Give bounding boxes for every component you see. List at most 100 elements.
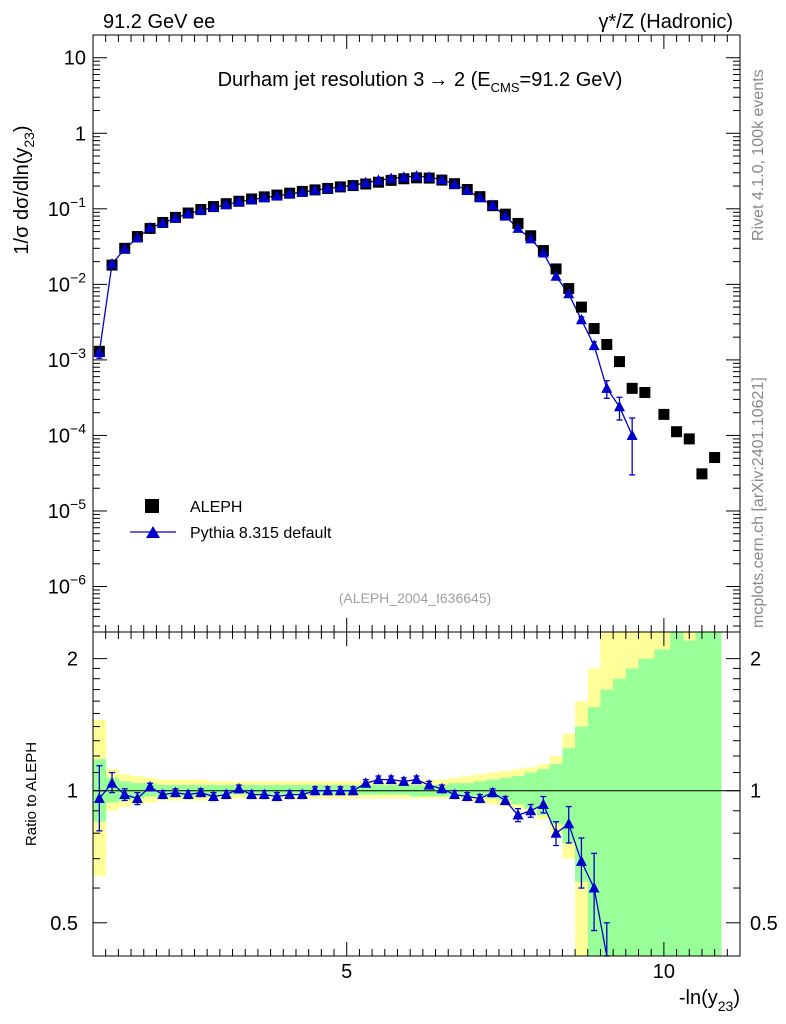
- ratio-y-tick-label-left: 2: [67, 649, 78, 671]
- ratio-band-inner: [670, 632, 684, 956]
- pythia-point: [423, 171, 435, 182]
- pythia-point: [334, 180, 346, 192]
- ratio-band-inner: [562, 748, 576, 843]
- aleph-point: [709, 452, 721, 464]
- pythia-point: [601, 382, 613, 393]
- main-y-axis-label: 1/σ dσ/dln(y23): [11, 125, 37, 254]
- aleph-point: [550, 263, 562, 275]
- ratio-y-tick-labels: 2 2 1 1 0.5 0.5: [50, 649, 778, 935]
- pythia-point: [93, 346, 105, 358]
- ratio-band-inner: [270, 785, 284, 795]
- ratio-pythia-point: [436, 782, 448, 794]
- ratio-x-axis-label: -ln(y23): [679, 987, 740, 1014]
- ratio-band-inner: [625, 668, 640, 956]
- ratio-x-tick-labels: 5 10: [341, 961, 675, 983]
- aleph-point: [601, 338, 613, 350]
- pythia-point: [182, 207, 194, 219]
- ratio-pythia-point: [411, 773, 422, 785]
- main-axis-ticks: [93, 34, 740, 632]
- main-y-tick-label: 10−6: [48, 572, 86, 599]
- ratio-y-tick-label-left: 0.5: [50, 913, 78, 935]
- ratio-band-inner: [549, 764, 563, 824]
- pythia-point: [322, 182, 334, 193]
- pythia-point: [461, 184, 473, 195]
- ratio-y-tick-label-right: 1: [750, 781, 761, 803]
- pythia-point: [296, 186, 308, 197]
- ratio-x-tick-label: 10: [653, 961, 675, 983]
- ratio-band-inner: [682, 640, 697, 956]
- legend-aleph-marker: [145, 499, 159, 513]
- pythia-point: [309, 184, 321, 195]
- ratio-data-marks: [93, 765, 610, 957]
- ratio-pythia-point: [347, 784, 359, 796]
- ratio-pythia-point: [512, 809, 524, 820]
- ratio-pythia-point: [563, 817, 575, 829]
- main-y-tick-label: 10−2: [48, 269, 86, 296]
- aleph-point: [588, 323, 600, 335]
- main-y-tick-labels: 10 1 10−1 10−2 10−3 10−4 10−5 10−6: [48, 48, 86, 599]
- ratio-pythia-point: [360, 777, 372, 788]
- ratio-pythia-point: [182, 788, 194, 800]
- main-y-tick-label: 10−3: [48, 345, 86, 372]
- ratio-pythia-point: [296, 788, 308, 800]
- ratio-band-inner: [600, 689, 614, 956]
- pythia-point: [537, 247, 549, 258]
- pythia-point: [246, 193, 258, 205]
- ratio-pythia-point: [131, 792, 143, 803]
- pythia-point: [411, 169, 422, 181]
- pythia-point: [119, 242, 131, 254]
- ratio-y-axis-label: Ratio to ALEPH: [23, 742, 40, 846]
- ratio-band-inner: [498, 777, 513, 801]
- pythia-point: [169, 211, 181, 223]
- pythia-point: [220, 198, 232, 210]
- ratio-band-inner: [359, 785, 373, 795]
- legend-aleph-label: ALEPH: [190, 499, 242, 516]
- ratio-pythia-point: [550, 827, 562, 838]
- ratio-pythia-point: [195, 786, 207, 798]
- main-panel: 10 1 10−1 10−2 10−3 10−4 10−5 10−6 Durham jet r…: [11, 34, 741, 633]
- ratio-pythia-point: [474, 792, 486, 803]
- ratio-pythia-point: [423, 779, 435, 790]
- ratio-pythia-point: [233, 782, 245, 794]
- aleph-point: [613, 356, 625, 368]
- ratio-y-tick-label-right: 2: [750, 649, 761, 671]
- ratio-band-inner: [654, 649, 671, 956]
- ratio-pythia-point: [334, 784, 346, 796]
- main-y-tick-label: 10−1: [48, 194, 86, 221]
- aleph-point: [696, 468, 708, 480]
- ratio-pythia-point: [246, 788, 258, 800]
- source-label: mcplots.cern.ch [arXiv:2401.10621]: [750, 377, 767, 628]
- ratio-pythia-point: [106, 777, 118, 788]
- ratio-pythia-point: [144, 780, 156, 792]
- ratio-band-inner: [372, 785, 386, 795]
- main-y-tick-label: 10−5: [48, 496, 86, 523]
- pythia-point: [487, 199, 499, 210]
- pythia-point: [284, 187, 296, 199]
- ratio-axis-ticks: [93, 632, 740, 956]
- pythia-point: [233, 195, 245, 206]
- pythia-point: [360, 176, 372, 188]
- pythia-point: [550, 270, 562, 281]
- pythia-point: [563, 287, 575, 299]
- ratio-pythia-point: [499, 794, 511, 805]
- main-title: Durham jet resolution 3 → 2 (ECMS=91.2 Ge…: [218, 69, 623, 95]
- legend-pythia-label: Pythia 8.315 default: [190, 525, 332, 542]
- aleph-point: [575, 301, 587, 313]
- pythia-point: [626, 429, 638, 440]
- pythia-point: [525, 232, 537, 244]
- ratio-band-inner: [397, 785, 411, 795]
- ratio-pythia-point: [525, 804, 537, 816]
- pythia-point: [385, 172, 397, 183]
- ratio-band-inner: [613, 678, 627, 956]
- main-y-tick-label: 10: [64, 48, 86, 70]
- ratio-band-inner: [638, 658, 655, 956]
- ratio-pythia-point: [258, 788, 270, 800]
- aleph-point: [639, 387, 651, 399]
- ratio-band-inner: [460, 783, 475, 797]
- pythia-point: [575, 313, 587, 325]
- ratio-y-tick-label-left: 1: [67, 781, 78, 803]
- pythia-point: [144, 221, 156, 233]
- ratio-panel: 2 2 1 1 0.5 0.5 5 10 Ratio to ALEPH -ln(y23): [23, 631, 778, 1014]
- pythia-point: [474, 191, 486, 203]
